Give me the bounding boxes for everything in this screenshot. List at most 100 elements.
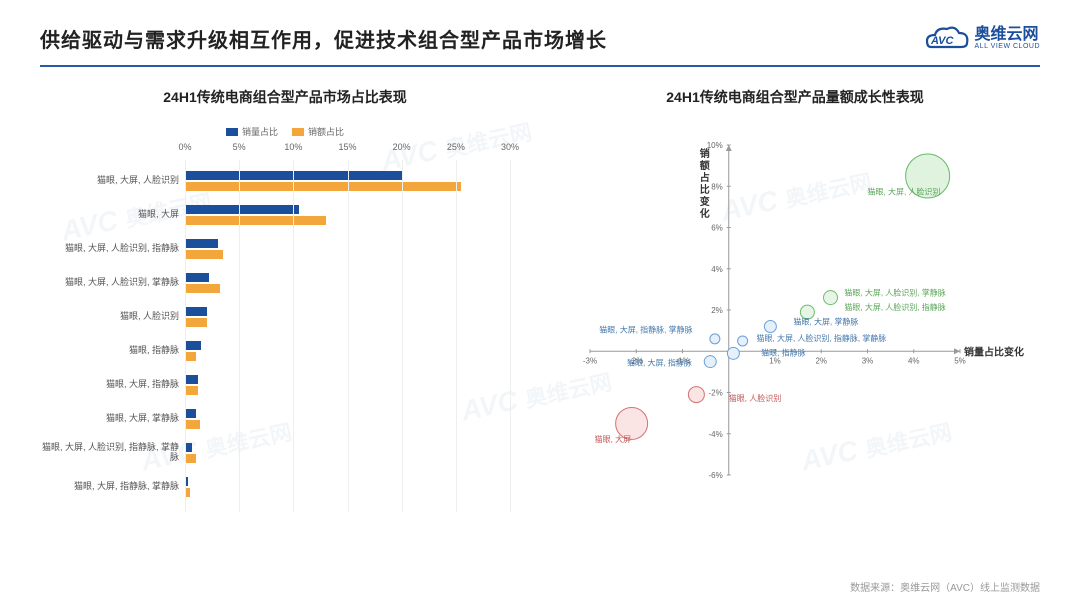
svg-text:6%: 6% (711, 224, 723, 233)
bar-label: 猫眼, 大屏, 指静脉, 掌静脉 (40, 482, 185, 492)
bar-value (185, 454, 196, 463)
bar-row: 猫眼, 大屏, 人脸识别, 指静脉 (40, 232, 510, 266)
svg-text:-4%: -4% (709, 430, 723, 439)
legend-item: 销额占比 (292, 125, 344, 138)
bar-label: 猫眼, 大屏, 掌静脉 (40, 414, 185, 424)
bubble-label: 猫眼, 指静脉 (761, 347, 805, 357)
svg-text:-3%: -3% (583, 356, 597, 365)
bubble-label: 猫眼, 大屏, 指静脉, 掌静脉 (599, 325, 692, 335)
bar-rows: 猫眼, 大屏, 人脸识别猫眼, 大屏猫眼, 大屏, 人脸识别, 指静脉猫眼, 大… (40, 164, 510, 522)
bar-volume (185, 307, 207, 316)
bar-label: 猫眼, 大屏, 指静脉 (40, 380, 185, 390)
gridline (348, 160, 349, 512)
svg-text:销: 销 (700, 147, 710, 160)
logo-icon: AVC (925, 25, 969, 53)
bubble (738, 336, 748, 346)
bar-row: 猫眼, 指静脉 (40, 334, 510, 368)
bar-value (185, 318, 207, 327)
scatter-chart: -3%-2%-1%1%2%3%4%5%-6%-4%-2%2%4%6%8%10%销… (550, 125, 1040, 525)
bubble-label: 猫眼, 大屏, 掌静脉 (794, 316, 859, 326)
svg-text:销量占比变化: 销量占比变化 (964, 345, 1024, 358)
bubble (727, 347, 739, 359)
gridline (456, 160, 457, 512)
gridline (185, 160, 186, 512)
bubble-label: 猫眼, 大屏, 指静脉 (627, 358, 692, 368)
bar-row: 猫眼, 大屏, 指静脉, 掌静脉 (40, 470, 510, 504)
bubble (824, 291, 838, 305)
x-tick: 20% (393, 142, 411, 152)
svg-text:4%: 4% (711, 265, 723, 274)
bar-value (185, 250, 223, 259)
bar-value (185, 352, 196, 361)
right-chart-title: 24H1传统电商组合型产品量额成长性表现 (550, 87, 1040, 107)
svg-text:比: 比 (700, 183, 710, 196)
left-panel: 24H1传统电商组合型产品市场占比表现 销量占比 销额占比 0% 5% 10% 15% 2… (40, 87, 530, 537)
svg-text:1%: 1% (769, 356, 781, 365)
bubble (710, 334, 720, 344)
x-tick: 25% (447, 142, 465, 152)
bar-row: 猫眼, 大屏, 人脸识别 (40, 164, 510, 198)
bar-volume (185, 341, 201, 350)
bar-label: 猫眼, 大屏, 人脸识别 (40, 176, 185, 186)
svg-text:AVC: AVC (930, 35, 954, 47)
x-axis: 0%5%10%15%20%25%30% (185, 142, 510, 160)
page-title: 供给驱动与需求升级相互作用，促进技术组合型产品市场增长 (40, 24, 607, 53)
logo-en: ALL VIEW CLOUD (975, 43, 1040, 51)
bubble-label: 猫眼, 大屏, 人脸识别, 掌静脉 (844, 288, 945, 298)
svg-text:2%: 2% (711, 306, 723, 315)
bar-row: 猫眼, 大屏 (40, 198, 510, 232)
svg-text:3%: 3% (862, 356, 874, 365)
bubble (704, 356, 716, 368)
bubble-label: 猫眼, 大屏, 人脸识别 (868, 187, 941, 197)
svg-text:额: 额 (700, 159, 710, 172)
gridline (402, 160, 403, 512)
right-panel: 24H1传统电商组合型产品量额成长性表现 -3%-2%-1%1%2%3%4%5%… (550, 87, 1040, 537)
x-tick: 5% (233, 142, 246, 152)
bar-value (185, 420, 200, 429)
left-chart-title: 24H1传统电商组合型产品市场占比表现 (40, 87, 530, 107)
x-tick: 15% (338, 142, 356, 152)
bar-volume (185, 239, 218, 248)
bubble-label: 猫眼, 大屏, 人脸识别, 指静脉 (844, 302, 945, 312)
bar-value (185, 216, 326, 225)
header: 供给驱动与需求升级相互作用，促进技术组合型产品市场增长 AVC 奥维云网 ALL… (0, 0, 1080, 65)
bar-label: 猫眼, 大屏, 人脸识别, 掌静脉 (40, 278, 185, 288)
svg-text:变: 变 (700, 195, 710, 208)
svg-text:-2%: -2% (709, 389, 723, 398)
bar-label: 猫眼, 人脸识别 (40, 312, 185, 322)
bar-volume (185, 375, 198, 384)
scatter-svg: -3%-2%-1%1%2%3%4%5%-6%-4%-2%2%4%6%8%10%销… (550, 125, 1040, 515)
x-tick: 10% (284, 142, 302, 152)
gridline (510, 160, 511, 512)
bar-label: 猫眼, 大屏, 人脸识别, 指静脉 (40, 244, 185, 254)
x-tick: 0% (178, 142, 191, 152)
svg-text:占: 占 (700, 171, 710, 184)
bar-row: 猫眼, 大屏, 掌静脉 (40, 402, 510, 436)
bubble (688, 387, 704, 403)
footer-source: 数据来源：奥维云网（AVC）线上监测数据 (850, 579, 1040, 594)
bubble-label: 猫眼, 大屏, 人脸识别, 指静脉, 掌静脉 (757, 333, 887, 343)
bar-row: 猫眼, 人脸识别 (40, 300, 510, 334)
bar-volume (185, 409, 196, 418)
bar-row: 猫眼, 大屏, 人脸识别, 掌静脉 (40, 266, 510, 300)
bar-value (185, 182, 461, 191)
bubble-label: 猫眼, 大屏 (595, 434, 631, 444)
bar-label: 猫眼, 指静脉 (40, 346, 185, 356)
gridline (293, 160, 294, 512)
logo-cn: 奥维云网 (975, 26, 1040, 44)
bar-row: 猫眼, 大屏, 人脸识别, 指静脉, 掌静脉 (40, 436, 510, 470)
bubble-label: 猫眼, 人脸识别 (729, 393, 781, 403)
bar-row: 猫眼, 大屏, 指静脉 (40, 368, 510, 402)
bubble (764, 321, 776, 333)
svg-text:4%: 4% (908, 356, 920, 365)
bar-chart: 0%5%10%15%20%25%30% 猫眼, 大屏, 人脸识别猫眼, 大屏猫眼… (40, 142, 530, 522)
bar-volume (185, 273, 209, 282)
svg-text:化: 化 (700, 207, 710, 220)
gridline (239, 160, 240, 512)
bar-label: 猫眼, 大屏, 人脸识别, 指静脉, 掌静脉 (40, 443, 185, 463)
legend-item: 销量占比 (226, 125, 278, 138)
content: 24H1传统电商组合型产品市场占比表现 销量占比销额占比 0%5%10%15%2… (0, 67, 1080, 547)
bar-label: 猫眼, 大屏 (40, 210, 185, 220)
left-legend: 销量占比 销额占比 (40, 125, 530, 138)
svg-text:-6%: -6% (709, 471, 723, 480)
